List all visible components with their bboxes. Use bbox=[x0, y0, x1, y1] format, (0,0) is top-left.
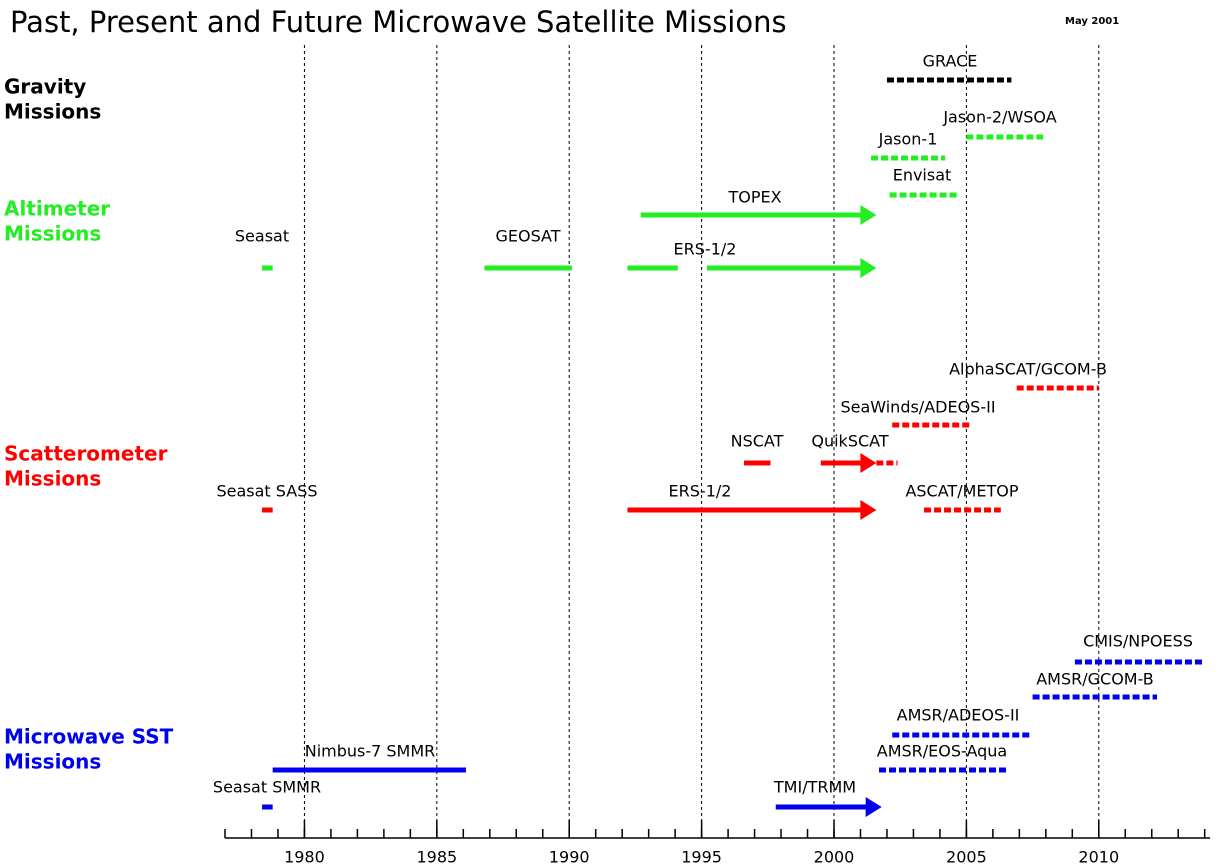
group-label: Altimeter bbox=[4, 197, 110, 221]
mission-label: Jason-1 bbox=[878, 130, 938, 149]
arrow-head bbox=[860, 205, 877, 225]
mission-label: SeaWinds/ADEOS-II bbox=[840, 398, 995, 417]
mission-label: GRACE bbox=[923, 52, 978, 71]
mission-arrow bbox=[706, 258, 877, 278]
group-label: Gravity bbox=[4, 75, 86, 99]
group-label: Missions bbox=[4, 100, 101, 124]
x-tick-label: 2010 bbox=[1078, 848, 1119, 867]
mission-label: GEOSAT bbox=[495, 227, 560, 246]
mission-arrow bbox=[627, 500, 877, 520]
mission-label: ERS-1/2 bbox=[669, 482, 732, 501]
mission-label: Seasat bbox=[235, 227, 289, 246]
mission-label: Seasat SMMR bbox=[213, 778, 321, 797]
mission-arrow bbox=[820, 453, 877, 473]
mission-label: TOPEX bbox=[727, 188, 781, 207]
mission-label: AlphaSCAT/GCOM-B bbox=[949, 360, 1107, 379]
x-tick-label: 1995 bbox=[681, 848, 722, 867]
mission-label: Envisat bbox=[893, 166, 952, 185]
mission-label: AMSR/GCOM-B bbox=[1036, 670, 1154, 689]
arrow-head bbox=[860, 500, 877, 520]
x-tick-label: 2000 bbox=[814, 848, 855, 867]
mission-label: ASCAT/METOP bbox=[905, 482, 1018, 501]
mission-label: NSCAT bbox=[731, 432, 784, 451]
group-label: Missions bbox=[4, 750, 101, 774]
group-label: Missions bbox=[4, 222, 101, 246]
x-tick-label: 1990 bbox=[549, 848, 590, 867]
mission-label: Jason-2/WSOA bbox=[942, 108, 1056, 127]
x-tick-label: 1985 bbox=[416, 848, 457, 867]
arrow-head bbox=[860, 453, 877, 473]
date-note: May 2001 bbox=[1065, 16, 1119, 27]
x-tick-label: 2005 bbox=[946, 848, 987, 867]
mission-label: QuikSCAT bbox=[811, 432, 888, 451]
mission-label: AMSR/ADEOS-II bbox=[897, 706, 1020, 725]
mission-label: Seasat SASS bbox=[216, 482, 317, 501]
mission-arrow bbox=[775, 797, 882, 817]
mission-label: CMIS/NPOESS bbox=[1083, 632, 1193, 651]
arrow-head bbox=[865, 797, 882, 817]
mission-label: TMI/TRMM bbox=[773, 778, 856, 797]
group-label: Microwave SST bbox=[4, 725, 174, 749]
mission-label: Nimbus-7 SMMR bbox=[305, 742, 436, 761]
mission-label: AMSR/EOS-Aqua bbox=[877, 742, 1007, 761]
chart-title: Past, Present and Future Microwave Satel… bbox=[10, 5, 787, 39]
arrow-head bbox=[860, 258, 877, 278]
group-label: Scatterometer bbox=[4, 442, 168, 466]
group-label: Missions bbox=[4, 467, 101, 491]
mission-label: ERS-1/2 bbox=[674, 240, 737, 259]
x-tick-label: 1980 bbox=[284, 848, 325, 867]
mission-arrow bbox=[640, 205, 877, 225]
